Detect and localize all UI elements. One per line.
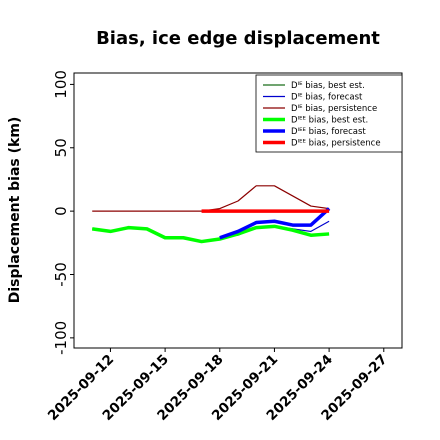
plot-frame <box>73 72 403 349</box>
legend: Dᴵᴱ bias, best est.Dᴵᴱ bias, forecastDᴵᴱ… <box>255 74 403 153</box>
legend-label: Dᴵᴱᴱ bias, best est. <box>291 116 368 126</box>
legend-label: Dᴵᴱ bias, persistence <box>291 104 377 114</box>
y-tick-label: -50 <box>52 262 70 287</box>
legend-box <box>255 74 403 153</box>
chart-title: Bias, ice edge displacement <box>96 28 380 49</box>
y-tick-label: 50 <box>52 138 70 157</box>
legend-label: Dᴵᴱᴱ bias, forecast <box>291 127 366 137</box>
y-axis-label: Displacement bias (km) <box>7 117 23 304</box>
y-tick-label: 0 <box>52 206 70 216</box>
y-tick-label: -100 <box>52 321 70 355</box>
series-line <box>92 185 330 212</box>
series-line <box>219 207 331 240</box>
legend-label: Dᴵᴱ bias, best est. <box>291 81 365 91</box>
legend-label: Dᴵᴱ bias, forecast <box>291 93 363 103</box>
y-tick-label: 100 <box>52 70 70 99</box>
series-line <box>91 224 330 244</box>
series-group <box>91 185 331 244</box>
legend-label: Dᴵᴱᴱ bias, persistence <box>291 139 381 149</box>
